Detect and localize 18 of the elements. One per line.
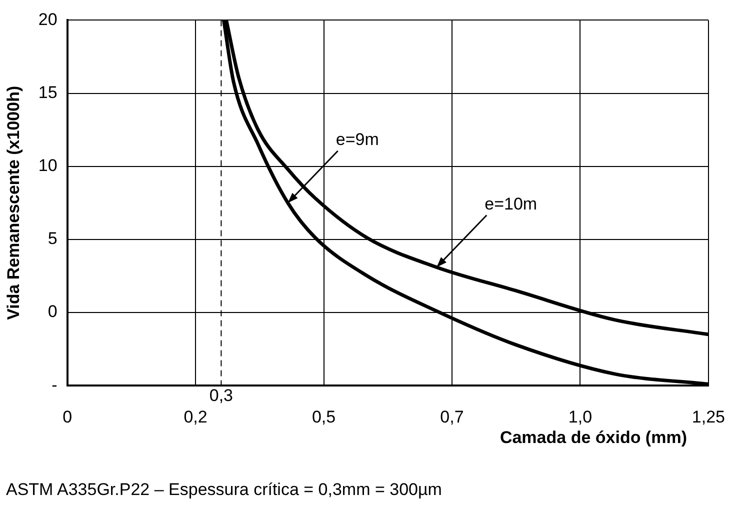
annotation: e=10m xyxy=(484,194,538,214)
y-tick-label: 5 xyxy=(48,229,58,248)
text: ASTM A335Gr.P22 – Espessura crítica = 0,3mm = 300µm xyxy=(6,480,442,500)
x-axis-title: Camada de óxido (mm) xyxy=(500,428,687,448)
x-tick-label: 1,0 xyxy=(568,407,592,426)
y-tick-label: - xyxy=(52,375,58,394)
y-tick-label: 0 xyxy=(48,302,58,322)
x-tick-label: 0,5 xyxy=(312,407,336,426)
ref-line-label: 0,3 xyxy=(209,386,234,405)
x-tick-label: 0,7 xyxy=(440,407,464,426)
y-tick-label: 20 xyxy=(38,10,58,29)
y-axis-title: Vida Remanescente (x1000h) xyxy=(4,86,23,320)
x-tick-label: 0,2 xyxy=(184,407,208,426)
annotation: e=9m xyxy=(336,130,379,150)
y-tick-label: 15 xyxy=(38,82,58,102)
y-tick-label: 10 xyxy=(38,156,58,176)
x-tick-label: 1,25 xyxy=(692,407,726,426)
x-tick-label: 0 xyxy=(62,407,72,426)
